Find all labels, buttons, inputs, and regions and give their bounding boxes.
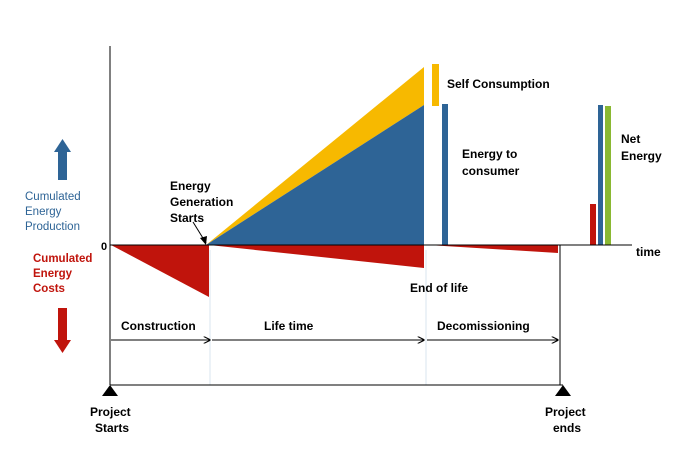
energy-production-area [206,105,424,245]
self-consumption-area [206,67,424,245]
self-consumption-bar [432,64,439,106]
project-starts-label: Project Starts [90,405,134,435]
self-consumption-label: Self Consumption [447,77,550,91]
operation-cost-area [209,245,424,268]
energy-to-consumer-bar [442,104,448,245]
net-production-bar [598,105,603,245]
net-energy-bar [605,106,611,245]
cumulated-production-label: Cumulated Energy Production [25,191,84,233]
costs-down-arrow [54,308,71,353]
lifetime-label: Life time [264,319,314,333]
production-up-arrow [54,139,71,180]
construction-label: Construction [121,319,196,333]
decommissioning-cost-area [428,245,558,253]
generation-start-pointer-head [200,236,207,245]
zero-label: 0 [101,241,107,253]
cumulated-costs-label: Cumulated Energy Costs [33,253,96,295]
energy-generation-starts-label: Energy Generation Starts [170,179,237,225]
project-ends-label: Project ends [545,405,589,435]
net-energy-label: Net Energy [621,132,662,163]
net-cost-bar [590,204,596,245]
energy-to-consumer-label: Energy to consumer [462,147,521,178]
end-of-life-label: End of life [410,281,468,295]
time-label: time [636,245,661,259]
decommissioning-label: Decomissioning [437,319,530,333]
project-start-marker [102,385,118,396]
project-end-marker [555,385,571,396]
construction-cost-area [111,245,209,297]
